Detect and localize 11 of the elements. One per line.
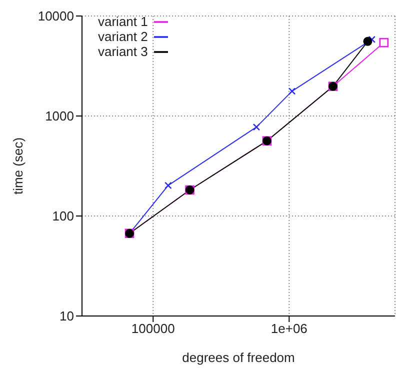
legend-label: variant 2 (98, 29, 148, 44)
y-tick-label: 100 (52, 208, 74, 224)
x-tick-label: 100000 (131, 321, 175, 336)
x-tick-label: 1e+06 (270, 321, 308, 336)
y-tick-label: 10 (60, 308, 74, 324)
legend-label: variant 3 (98, 44, 148, 59)
legend-label: variant 1 (98, 14, 148, 29)
y-axis-title: time (sec) (10, 137, 26, 195)
x-axis-title: degrees of freedom (182, 350, 295, 365)
y-tick-label: 10000 (38, 8, 74, 24)
y-tick-label: 1000 (45, 108, 74, 124)
